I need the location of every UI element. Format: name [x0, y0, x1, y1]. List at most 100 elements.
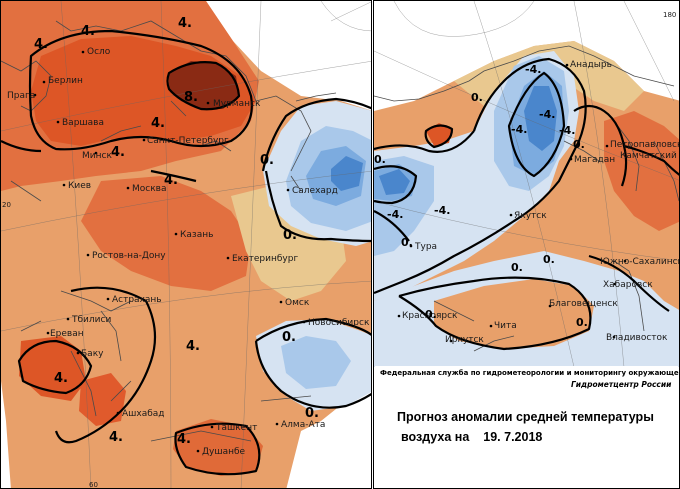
- west-warm-region-central: [81, 176, 251, 291]
- city-label-petropavlovsk: Петропавловск-: [610, 140, 680, 150]
- east-coldest-core: [524, 86, 557, 151]
- east-contour-0-far: [623, 144, 679, 176]
- isoline-label: 0.: [511, 261, 523, 274]
- city-label-chita: Чита: [494, 321, 517, 331]
- city-label-tura: Тура: [414, 242, 437, 252]
- city-label-minsk: Минск: [82, 151, 112, 161]
- isoline-label: 4.: [178, 16, 192, 31]
- west-hot-patch-caspian: [79, 373, 126, 426]
- forecast-title-prefix: воздуха на: [401, 430, 470, 444]
- east-coldest-core-west: [379, 169, 410, 195]
- east-anomaly-map: Анадырь Петропавловск- Камчатский Магада…: [374, 1, 680, 368]
- forecast-title-line2: воздуха на 19. 7.2018: [401, 430, 542, 444]
- city-label-tbilisi: Тбилиси: [71, 315, 111, 325]
- city-label-kiev: Киев: [68, 181, 91, 191]
- west-contour-4-caspian: [54, 286, 157, 444]
- east-contour-0-west: [374, 130, 475, 153]
- isoline-label: 4.: [109, 430, 123, 445]
- isoline-label: 4.: [186, 339, 200, 354]
- city-label-yekaterinburg: Екатеринбург: [232, 254, 298, 264]
- city-label-irkutsk: Иркутск: [445, 335, 484, 345]
- east-warm-south: [434, 279, 594, 349]
- east-warm-patch: [426, 123, 452, 146]
- west-cool-patch-south: [281, 336, 351, 389]
- forecast-info-box: Федеральная служба по гидрометеорологии …: [375, 366, 680, 487]
- east-polar-arc: [393, 1, 535, 37]
- isoline-label: -4.: [434, 204, 450, 217]
- isoline-label: 0.: [573, 138, 585, 151]
- agency-name: Федеральная служба по гидрометеорологии …: [380, 369, 680, 377]
- west-contour-4-north: [1, 140, 42, 153]
- city-label-magadan: Магадан: [574, 155, 615, 165]
- city-label-rostov: Ростов-на-Дону: [92, 251, 166, 261]
- grid-label: 60: [89, 481, 98, 489]
- city-label-yerevan: Ереван: [50, 329, 84, 339]
- west-extreme-core: [169, 61, 239, 109]
- city-label-dushanbe: Душанбе: [202, 447, 246, 457]
- west-contour-4-nw: [28, 29, 253, 151]
- isoline-label: 4.: [164, 173, 178, 188]
- west-contour-0-north: [261, 97, 371, 172]
- west-polar-arc: [320, 1, 371, 32]
- city-label-salekhard: Салехард: [292, 186, 338, 196]
- forecast-date: 19. 7.2018: [483, 430, 543, 444]
- east-contour-0-south: [398, 276, 592, 351]
- west-coldest-core: [331, 156, 363, 191]
- city-label-kazan: Казань: [180, 230, 213, 240]
- west-contour-0-north-b: [264, 170, 371, 243]
- city-label-saint-petersburg: Санкт-Петербург: [147, 136, 229, 146]
- west-grid-lines: [1, 1, 371, 488]
- isoline-label: 4.: [54, 371, 68, 386]
- city-label-tashkent: Ташкент: [215, 423, 257, 433]
- city-label-astrakhan: Астрахань: [112, 295, 162, 305]
- city-label-baku: Баку: [81, 349, 104, 359]
- city-label-yakutsk: Якутск: [514, 211, 547, 221]
- city-label-berlin: Берлин: [48, 76, 83, 86]
- isoline-label: 0.: [425, 308, 437, 321]
- isoline-label: 0.: [260, 153, 274, 168]
- city-label-oslo: Осло: [87, 47, 111, 57]
- east-contour-m4-west-b: [374, 210, 410, 242]
- isoline-label: 4.: [81, 24, 95, 39]
- isoline-label: 0.: [471, 91, 483, 104]
- forecast-title-line1: Прогноз аномалии средней температуры: [397, 410, 654, 424]
- east-city-dots: [397, 63, 627, 343]
- isoline-label: 0.: [543, 253, 555, 266]
- isoline-label: -4.: [559, 124, 575, 137]
- isoline-label: -4.: [525, 63, 541, 76]
- east-contour-0-north: [374, 57, 587, 295]
- city-label-khabarovsk: Хабаровск: [603, 280, 653, 290]
- city-label-warsaw: Варшава: [62, 118, 104, 128]
- west-contour-4-centralasia: [174, 422, 261, 476]
- isoline-label: 8.: [184, 90, 198, 105]
- isoline-label: 4.: [177, 432, 191, 447]
- isoline-label: 4.: [111, 145, 125, 160]
- city-label-novosibirsk: Новосибирск: [308, 318, 370, 328]
- east-contour-0-ne: [573, 104, 628, 187]
- isoline-label: 0.: [282, 330, 296, 345]
- city-label-vladivostok: Владивосток: [606, 333, 668, 343]
- west-hot-patch-south: [19, 336, 86, 401]
- west-anomaly-map: Осло Берлин Прага Варшава Мурманск Санкт…: [1, 1, 371, 489]
- city-label-anadyr: Анадырь: [570, 60, 612, 70]
- isoline-label: -4.: [387, 208, 403, 221]
- west-hot-patch-centralasia: [173, 419, 263, 476]
- east-contour-m4-east: [507, 71, 566, 178]
- isoline-label: 0.: [305, 406, 319, 421]
- city-label-prague: Прага: [7, 91, 35, 101]
- grid-label: 180: [663, 11, 676, 19]
- isoline-label: -4.: [511, 123, 527, 136]
- west-contour-8: [166, 61, 241, 111]
- west-city-dots: [33, 50, 306, 453]
- west-contour-0-south: [254, 317, 371, 409]
- isoline-label: 0.: [374, 153, 386, 166]
- isoline-label: 4.: [34, 37, 48, 52]
- east-contour-m4-west: [374, 165, 418, 205]
- west-coastlines: [1, 20, 337, 442]
- west-map-panel: Осло Берлин Прага Варшава Мурманск Санкт…: [0, 0, 372, 489]
- city-label-moscow: Москва: [132, 184, 166, 194]
- city-label-almaty: Алма-Ата: [281, 420, 325, 430]
- city-label-yuzhno-sakhalinsk: Южно-Сахалинск: [600, 257, 680, 267]
- city-label-omsk: Омск: [285, 298, 310, 308]
- east-coastlines: [374, 45, 679, 352]
